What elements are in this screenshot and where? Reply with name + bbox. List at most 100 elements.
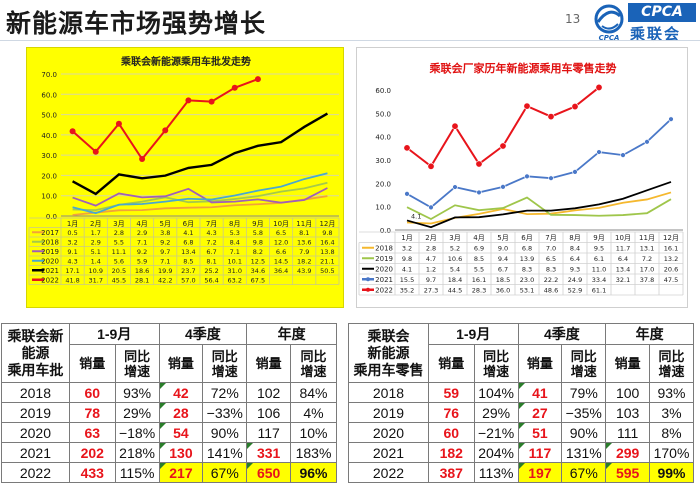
table-cell-value: 4.1 — [183, 229, 193, 237]
data-point — [596, 149, 602, 155]
y-tick-label: 0.0 — [380, 227, 391, 235]
table-cell-value: 28.3 — [472, 286, 486, 294]
x-tick-label: 1月 — [401, 234, 412, 242]
table-cell-value: 5.6 — [114, 257, 124, 265]
table-cell-value: 12.0 — [274, 238, 288, 246]
table-cell-value: 8.5 — [474, 255, 484, 263]
table-cell-value: 9.8 — [253, 238, 263, 246]
table-cell-value: 9.7 — [426, 276, 436, 284]
table-cell: 63 — [68, 422, 116, 443]
y-tick-label: 40.0 — [41, 132, 57, 140]
data-point — [428, 204, 434, 211]
wholesale-chart-panel: 乘联会新能源乘用车批发走势 0.0 10.0 20.0 30.0 40.0 50.0 60.… — [26, 47, 344, 308]
table-cell: 54 — [158, 422, 204, 443]
x-tick-label: 12月 — [663, 234, 679, 242]
table-cell-value: 67.5 — [251, 276, 265, 284]
table-cell: 60 — [68, 382, 116, 403]
table-cell-value: 9.2 — [137, 248, 147, 256]
table-cell-value: 6.7 — [498, 265, 508, 273]
table-cell-value: 5.9 — [137, 257, 147, 265]
retail-table-header: 乘联会 新能源 乘用车零售 — [348, 323, 429, 383]
table-cell-value: 7.2 — [642, 255, 652, 263]
table-cell-value: 35.2 — [400, 286, 414, 294]
table-cell-value: 2.9 — [91, 238, 101, 246]
table-cell-value: 37.8 — [640, 276, 654, 284]
table-cell: 100 — [605, 382, 650, 403]
table-row: 2021 202 218% 130 141% 331 183% — [1, 442, 337, 463]
x-tick-label: 9月 — [593, 234, 604, 242]
x-tick-label: 1月 — [67, 220, 78, 228]
table-cell: 76 — [427, 402, 475, 423]
y-tick-label: 30.0 — [41, 152, 57, 160]
sub-header: 销量 — [427, 344, 475, 383]
retail-chart-panel: 乘联会厂家历年新能源乘用车零售走势 0.0 10.0 20.0 30.0 40.0 50.… — [356, 47, 688, 308]
table-cell-value: 23.7 — [181, 267, 195, 275]
table-cell: 42 — [158, 382, 204, 403]
row-year: 2022 — [348, 462, 429, 483]
legend-label: 2021 — [41, 267, 59, 275]
table-cell: 331 — [246, 442, 292, 463]
table-cell-value: 17.0 — [640, 265, 654, 273]
table-cell: 67% — [561, 462, 607, 483]
table-cell-value: 28.1 — [135, 276, 149, 284]
sub-header: 同比 增速 — [473, 344, 519, 383]
table-cell-value: 42.2 — [158, 276, 172, 284]
data-point — [69, 128, 76, 135]
row-year: 2020 — [348, 422, 429, 443]
table-cell-value: 15.5 — [400, 276, 414, 284]
data-point — [499, 142, 507, 150]
table-cell-value: 1.2 — [426, 265, 436, 273]
table-cell-value: 45.5 — [112, 276, 126, 284]
table-cell-value: 13.8 — [320, 248, 334, 256]
table-cell-value: 13.6 — [297, 238, 311, 246]
table-cell-value: 4.3 — [206, 229, 216, 237]
y-tick-label: 0.0 — [46, 213, 57, 221]
table-cell-value: 3.2 — [67, 238, 77, 246]
wholesale-table: 乘联会新 能源 乘用车批 1-9月 4季度 年度 销量 同比 增速 销量 同比 增速 销量 同比增… — [1, 323, 337, 483]
table-cell-value: 6.4 — [618, 255, 628, 263]
y-tick-label: 20.0 — [375, 180, 391, 188]
table-cell: 72% — [202, 382, 248, 403]
table-cell-value: 63.2 — [228, 276, 242, 284]
table-cell-value: 19.9 — [158, 267, 172, 275]
table-cell-value: 20.5 — [112, 267, 126, 275]
table-cell-value: 18.2 — [297, 257, 311, 265]
group-header: 4季度 — [158, 323, 248, 345]
row-year: 2021 — [348, 442, 429, 463]
legend-label: 2021 — [375, 276, 393, 284]
sub-header: 销量 — [68, 344, 116, 383]
table-cell-value: 14.5 — [274, 257, 288, 265]
table-cell-value: 7.1 — [137, 238, 147, 246]
x-tick-label: 7月 — [206, 220, 217, 228]
table-cell-value: 13.4 — [181, 248, 195, 256]
table-cell-value: 6.5 — [546, 255, 556, 263]
y-tick-label: 40.0 — [375, 134, 391, 142]
data-point — [571, 103, 579, 111]
table-cell-value: 13.1 — [640, 244, 654, 252]
badge-text: CPCA — [599, 34, 620, 42]
table-cell: 10% — [290, 422, 337, 443]
table-cell-value: 3.8 — [160, 229, 170, 237]
table-cell-value: 9.7 — [160, 248, 170, 256]
data-point — [452, 184, 458, 190]
row-year: 2019 — [348, 402, 429, 423]
legend-label: 2017 — [41, 229, 59, 237]
table-cell: 218% — [114, 442, 160, 463]
data-point — [92, 148, 99, 155]
table-cell: 117 — [517, 442, 563, 463]
table-cell-value: 6.4 — [570, 255, 580, 263]
table-cell-value: 7.2 — [206, 238, 216, 246]
sub-header: 销量 — [158, 344, 204, 383]
table-cell: 299 — [605, 442, 650, 463]
row-year: 2018 — [1, 382, 70, 403]
table-cell-value: 2.8 — [426, 244, 436, 252]
legend-marker — [366, 287, 370, 292]
table-cell-value: 3.2 — [402, 244, 412, 252]
table-row: 2018 59 104% 41 79% 100 93% — [348, 382, 694, 403]
retail-chart: 0.0 10.0 20.0 30.0 40.0 50.0 60.0 1月 2月 3月 4月 5月 6月 7… — [358, 83, 684, 296]
legend-label: 2022 — [375, 286, 393, 294]
table-cell-value: 57.0 — [181, 276, 195, 284]
table-cell-value: 2.9 — [137, 229, 147, 237]
series-line-2021 — [406, 118, 672, 209]
table-cell-value: 16.1 — [472, 276, 486, 284]
